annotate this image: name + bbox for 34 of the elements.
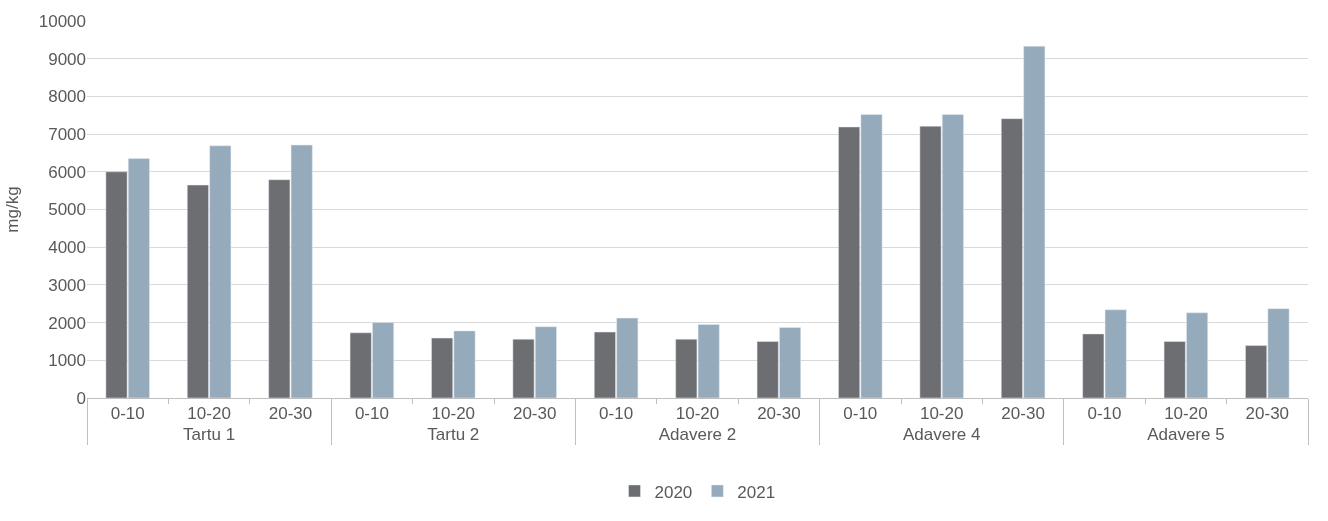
y-tick-label: 6000 (48, 162, 86, 182)
y-tick-label: 2000 (48, 313, 86, 333)
y-tick-label: 3000 (48, 275, 86, 295)
x-tick-label: 0-10 (599, 404, 634, 424)
y-tick-label: 9000 (48, 49, 86, 69)
x-tick-label: 20-30 (1245, 404, 1290, 424)
x-tick-label: 0-10 (354, 404, 389, 424)
x-tick-label: 10-20 (1164, 404, 1208, 424)
y-tick-label: 8000 (48, 87, 86, 107)
text: Tartu 1 (183, 425, 236, 445)
y-axis-title: mg/kg (3, 186, 23, 233)
x-tick-label: 0-10 (843, 404, 878, 424)
y-tick-label: 7000 (48, 125, 86, 145)
y-tick-label: 10000 (38, 11, 86, 31)
x-tick-label: 0-10 (1087, 404, 1122, 424)
text: Adavere 4 (902, 425, 981, 445)
y-tick-label: 0 (76, 388, 86, 408)
x-tick-label: 20-30 (268, 404, 313, 424)
y-tick-label: 5000 (48, 200, 86, 220)
legend-label: 2020 (654, 482, 693, 502)
x-tick-label: 20-30 (1001, 404, 1045, 424)
y-tick-label: 1000 (48, 351, 86, 371)
y-tick-label: 4000 (48, 238, 86, 258)
text: Adavere 5 (1147, 425, 1225, 445)
text: Tartu 2 (427, 425, 480, 445)
text: Adavere 2 (658, 425, 737, 445)
x-tick-label: 10-20 (187, 404, 231, 424)
x-tick-label: 20-30 (512, 404, 557, 424)
x-tick-label: 0-10 (110, 404, 145, 424)
x-tick-label: 10-20 (675, 404, 720, 424)
x-tick-label: 20-30 (757, 404, 801, 424)
x-tick-label: 10-20 (919, 404, 964, 424)
legend-label: 2021 (737, 482, 776, 502)
x-tick-label: 10-20 (431, 404, 476, 424)
